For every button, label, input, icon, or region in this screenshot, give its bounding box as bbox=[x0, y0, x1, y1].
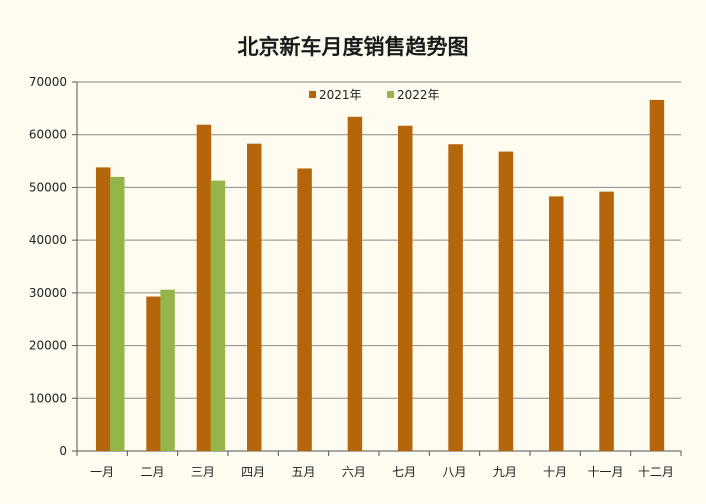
bar-2021-3 bbox=[196, 124, 212, 451]
bar-2021-6 bbox=[347, 116, 363, 451]
bar-2021-10 bbox=[549, 196, 564, 451]
x-tick-label: 十一月 bbox=[587, 465, 623, 479]
bar-2021-9 bbox=[498, 151, 514, 451]
bar-2021-11 bbox=[599, 191, 614, 451]
x-tick-label: 二月 bbox=[140, 465, 164, 479]
axes: 0 10000 20000 30000 40000 50000 60000 70000 一月 二月… bbox=[29, 75, 682, 479]
x-tick-label: 十二月 bbox=[638, 465, 674, 479]
bar-2021-1 bbox=[96, 167, 111, 451]
x-tick-label: 四月 bbox=[241, 465, 265, 479]
y-tick-label: 50000 bbox=[29, 180, 67, 194]
legend-label-1: 2022年 bbox=[397, 88, 440, 102]
bar-2021-4 bbox=[247, 143, 262, 451]
y-tick-label: 60000 bbox=[29, 128, 67, 142]
bar-2022-1 bbox=[110, 176, 125, 451]
bar-2021-7 bbox=[398, 125, 413, 451]
bar-2022-2 bbox=[160, 289, 175, 451]
x-tick-label: 八月 bbox=[442, 465, 466, 479]
y-tick-label: 0 bbox=[59, 444, 67, 458]
legend-label-0: 2021年 bbox=[319, 88, 362, 102]
legend: 2021年 2022年 bbox=[309, 88, 440, 102]
bar-2021-5 bbox=[297, 168, 312, 452]
y-tick-label: 20000 bbox=[29, 339, 67, 353]
bar-2021-8 bbox=[448, 144, 463, 451]
bar-2021-12 bbox=[649, 99, 665, 452]
y-tick-label: 70000 bbox=[29, 75, 67, 89]
y-tick-label: 30000 bbox=[29, 286, 67, 300]
legend-swatch-0 bbox=[309, 91, 316, 98]
gridlines bbox=[77, 81, 681, 452]
bar-2022-3 bbox=[210, 180, 226, 451]
bar-2021-2 bbox=[146, 296, 161, 451]
y-tick-label: 10000 bbox=[29, 391, 67, 405]
legend-swatch-1 bbox=[387, 91, 394, 98]
y-tick-label: 40000 bbox=[29, 233, 67, 247]
x-tick-label: 六月 bbox=[342, 465, 366, 479]
x-tick-label: 十月 bbox=[543, 465, 567, 479]
x-tick-label: 一月 bbox=[90, 465, 114, 479]
x-tick-label: 九月 bbox=[493, 465, 517, 479]
x-tick-label: 七月 bbox=[392, 465, 416, 479]
x-tick-label: 三月 bbox=[191, 465, 215, 479]
x-tick-label: 五月 bbox=[291, 465, 315, 479]
chart-title: 北京新车月度销售趋势图 bbox=[238, 35, 469, 59]
bars bbox=[96, 99, 665, 452]
